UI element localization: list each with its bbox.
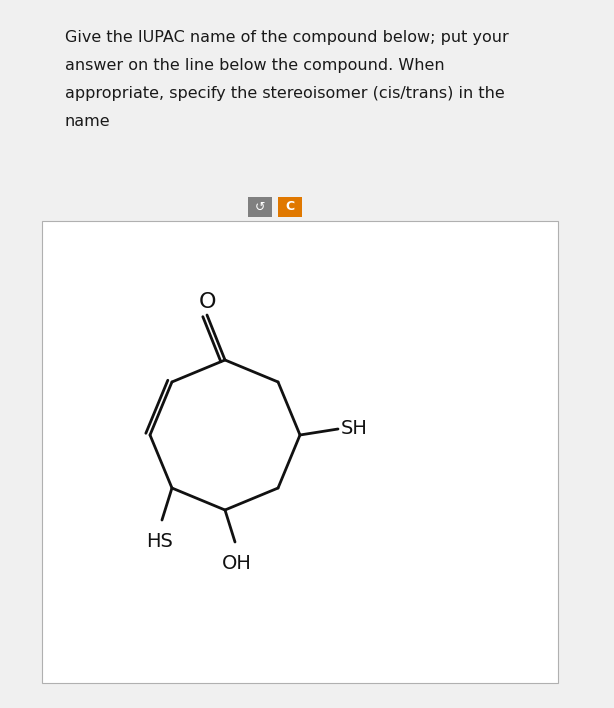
Text: OH: OH — [222, 554, 252, 573]
Bar — [42, 221, 558, 683]
Text: HS: HS — [147, 532, 173, 551]
Text: Give the IUPAC name of the compound below; put your: Give the IUPAC name of the compound belo… — [65, 30, 509, 45]
Bar — [278, 197, 302, 217]
Text: O: O — [198, 292, 216, 312]
Text: SH: SH — [341, 420, 368, 438]
Text: name: name — [65, 114, 111, 129]
Text: answer on the line below the compound. When: answer on the line below the compound. W… — [65, 58, 445, 73]
Text: ↺: ↺ — [255, 200, 265, 214]
Bar — [248, 197, 272, 217]
Text: C: C — [286, 200, 295, 214]
Text: appropriate, specify the stereoisomer (cis/trans) in the: appropriate, specify the stereoisomer (c… — [65, 86, 505, 101]
